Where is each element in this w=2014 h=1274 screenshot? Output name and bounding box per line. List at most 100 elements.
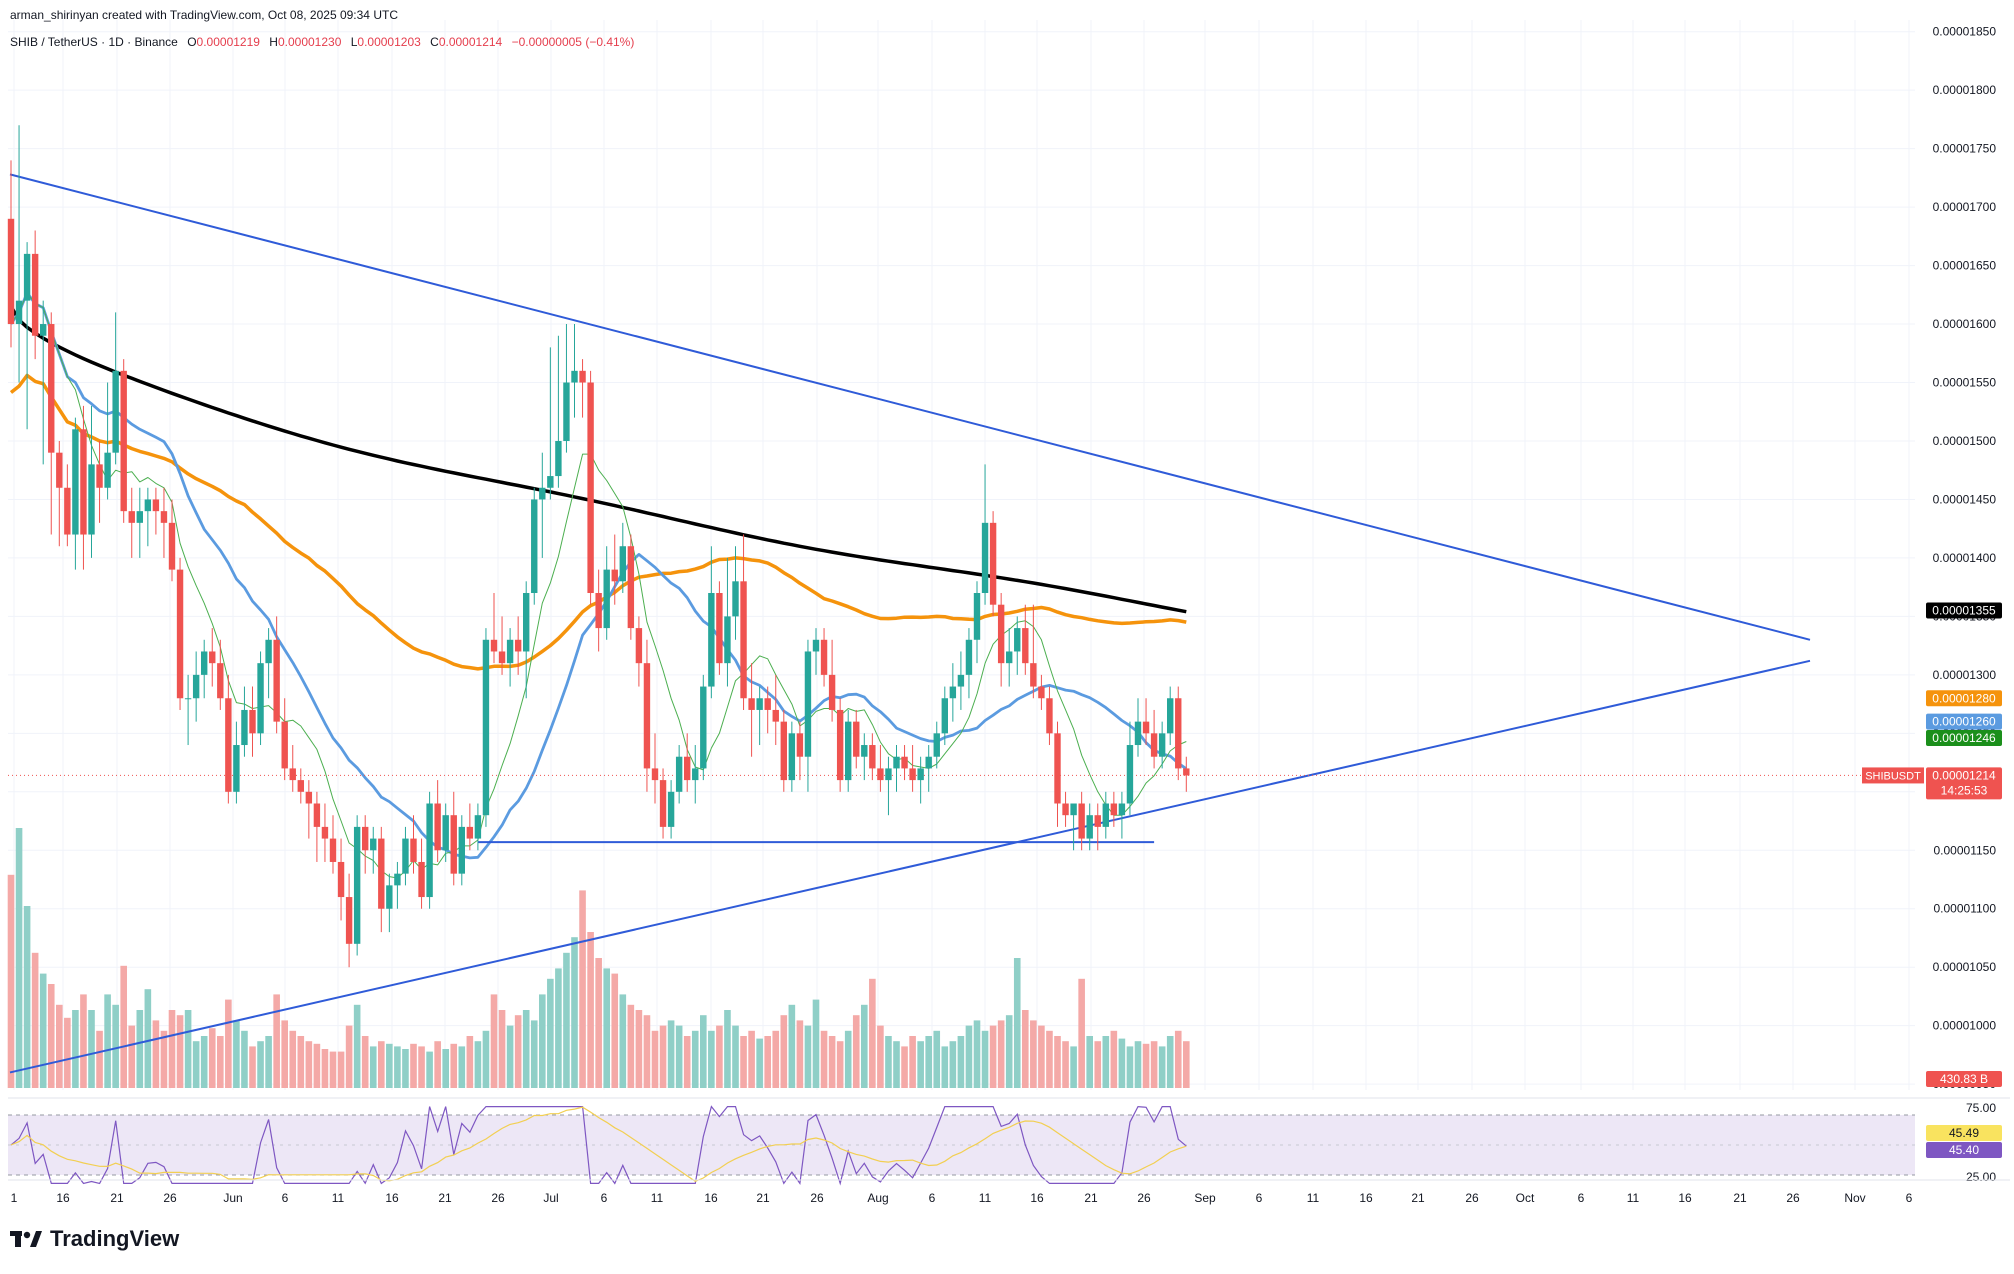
volume-bar xyxy=(1005,1015,1013,1088)
volume-bar xyxy=(1038,1025,1045,1088)
volume-bar xyxy=(394,1046,401,1088)
price-badge: 0.00001280 xyxy=(1926,690,2002,707)
candle-body xyxy=(716,593,723,664)
rsi-pane xyxy=(8,1105,1915,1186)
candle-body xyxy=(265,639,272,664)
volume-bar xyxy=(804,1025,812,1088)
time-tick-label: 1 xyxy=(11,1191,18,1205)
volume-bar xyxy=(1158,1046,1166,1088)
candle-body xyxy=(128,511,135,523)
rsi-value-badge: 45.49 xyxy=(1926,1125,2002,1141)
candle-body xyxy=(15,300,23,325)
volume-bar xyxy=(321,1049,329,1088)
volume-bar xyxy=(691,1030,699,1088)
candle-body xyxy=(96,464,103,488)
candle-body xyxy=(804,651,812,757)
volume-bar xyxy=(7,874,15,1088)
volume-bar xyxy=(88,1010,95,1088)
candle-body xyxy=(1086,815,1093,839)
tradingview-logo-icon xyxy=(10,1231,42,1247)
volume-bar xyxy=(667,1020,675,1088)
candle-body xyxy=(619,546,626,582)
rsi-tick-label: 25.00 xyxy=(1966,1170,1996,1184)
volume-bar xyxy=(530,1020,538,1088)
volume-bar xyxy=(724,1010,731,1088)
volume-bar xyxy=(957,1036,965,1088)
candle-body xyxy=(458,826,465,874)
volume-bar xyxy=(39,973,47,1088)
change-value: −0.00000005 (−0.41%) xyxy=(511,35,635,49)
candle-body xyxy=(112,370,119,453)
volume-bar xyxy=(571,937,578,1088)
volume-bar xyxy=(1174,1030,1182,1088)
open-value: 0.00001219 xyxy=(196,35,260,49)
last-symbol-bg xyxy=(1862,767,1924,784)
tradingview-brand[interactable]: TradingView xyxy=(10,1226,179,1252)
candle-body xyxy=(828,674,836,710)
high-value: 0.00001230 xyxy=(277,35,342,49)
candle-body xyxy=(56,452,63,488)
volume-bar xyxy=(353,1004,361,1088)
candle-body xyxy=(748,698,755,710)
time-tick-label: 21 xyxy=(1733,1191,1747,1205)
candle-body xyxy=(466,826,474,839)
price-tick-label: 0.00001850 xyxy=(1933,25,1997,39)
volume-bar xyxy=(651,1030,659,1088)
price-badge-text: 0.00001260 xyxy=(1932,715,1996,729)
candle-body xyxy=(764,698,771,710)
candle-body xyxy=(345,897,353,944)
volume-bar xyxy=(796,1020,804,1088)
candle-body xyxy=(1062,803,1069,816)
volume-bar xyxy=(1062,1041,1069,1088)
candle-body xyxy=(957,674,965,687)
volume-bar xyxy=(490,994,498,1088)
candle-body xyxy=(684,756,691,781)
volume-bar xyxy=(152,1020,160,1088)
volume-bar xyxy=(466,1036,474,1088)
candle-body xyxy=(514,639,522,652)
rsi-ma-badge-bg xyxy=(1926,1142,2002,1158)
candle-body xyxy=(893,756,900,769)
time-tick-label: Sep xyxy=(1194,1191,1216,1205)
candle-body xyxy=(289,768,296,781)
candle-body xyxy=(1175,698,1182,769)
volume-bar xyxy=(764,1036,771,1088)
candle-body xyxy=(877,768,884,781)
volume-bar xyxy=(506,1025,514,1088)
candle-body xyxy=(48,324,55,453)
close-value: 0.00001214 xyxy=(438,35,503,49)
candle-body xyxy=(257,663,264,734)
candle-body xyxy=(1054,733,1061,804)
candle-body xyxy=(989,522,997,605)
volume-bar xyxy=(1150,1041,1158,1088)
volume-bar xyxy=(603,968,610,1088)
price-badge: 0.00001355 xyxy=(1926,602,2002,619)
candle-body xyxy=(981,522,989,594)
candle-body xyxy=(563,382,570,441)
candle-body xyxy=(812,639,820,652)
volume-bar xyxy=(563,952,570,1088)
rsi-ma-badge-text: 45.40 xyxy=(1949,1143,1979,1157)
candle-body xyxy=(506,639,514,664)
open-label: O xyxy=(187,35,197,49)
volume-bar xyxy=(1013,958,1021,1088)
price-tick-label: 0.00001600 xyxy=(1933,317,1997,331)
candle-body xyxy=(313,803,321,827)
volume-bar xyxy=(426,1051,433,1088)
price-tick-label: 0.00001700 xyxy=(1933,200,1997,214)
candle-body xyxy=(225,698,232,792)
volume-bar xyxy=(1126,1046,1134,1088)
candle-body xyxy=(1014,628,1021,652)
descending-trendline xyxy=(9,173,1811,641)
volume-bar xyxy=(514,1015,522,1088)
candle-body xyxy=(168,522,176,570)
candle-body xyxy=(120,370,127,512)
candle-body xyxy=(410,838,417,862)
rsi-ma-badge: 45.40 xyxy=(1926,1142,2002,1158)
low-value: 0.00001203 xyxy=(357,35,421,49)
price-tick-label: 0.00001450 xyxy=(1933,492,1997,506)
volume-bar xyxy=(836,1041,844,1088)
candle-body xyxy=(659,780,667,827)
